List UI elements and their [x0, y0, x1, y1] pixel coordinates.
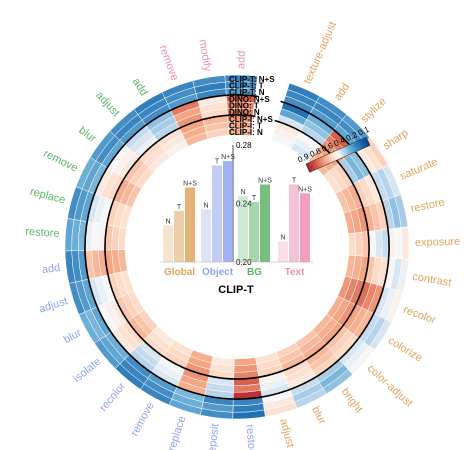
category-label: remove — [41, 148, 79, 175]
colorbar-tick: 0.8 — [309, 146, 323, 159]
heatmap-cell — [347, 232, 356, 256]
bar-series-label: N+S — [298, 186, 312, 193]
bar-ytick: 0.24 — [236, 200, 252, 209]
category-label: exposure — [415, 236, 461, 249]
bar — [185, 187, 195, 262]
category-label: restore — [410, 196, 446, 215]
category-label: isolate — [71, 356, 103, 385]
bar-series-label: N — [203, 202, 208, 209]
colorbar-tick: 0.4 — [333, 135, 347, 148]
heatmap-cell — [228, 128, 252, 137]
bar-series-label: N — [240, 189, 245, 196]
category-label: modify — [196, 38, 213, 72]
ring-label: DINO: N+S — [229, 95, 270, 104]
category-label: blur — [62, 327, 84, 346]
category-label: blur — [76, 124, 98, 145]
heatmap-cell — [354, 231, 363, 257]
bar — [201, 209, 211, 262]
bar-group-label: Global — [164, 267, 195, 278]
bar-group-label: BG — [247, 267, 262, 278]
bar — [260, 184, 270, 262]
bar — [278, 241, 288, 262]
bar-chart-title: CLIP-T — [218, 284, 254, 296]
category-label: texture-adjust — [302, 20, 339, 86]
ring-label: CLIP-I: N+S — [229, 115, 273, 124]
category-label: add — [130, 76, 150, 98]
heatmap-cell — [118, 226, 127, 250]
bar — [223, 161, 233, 262]
category-label: adjust — [93, 89, 122, 119]
clip-t-bar-chart: 0.280.240.20NTN+SGlobalNTN+SObjectNTN+SB… — [160, 141, 313, 296]
heatmap-cell — [233, 357, 257, 366]
ring-label: CLIP-T: N — [229, 88, 265, 97]
category-label: add — [332, 81, 352, 103]
ring-label: CLIP-T: T — [229, 82, 264, 91]
category-label: replace — [166, 415, 188, 450]
bar — [174, 210, 184, 262]
bar-series-label: N+S — [183, 180, 197, 187]
bar-series-label: T — [215, 158, 220, 165]
category-label: replace — [29, 186, 67, 207]
metric-separator-arc — [84, 94, 390, 400]
category-label: recolor — [97, 380, 128, 414]
bar-series-label: T — [252, 195, 257, 202]
bar-series-label: T — [177, 204, 182, 211]
colorbar-tick: 0.1 — [357, 125, 371, 138]
category-label: color-adjust — [365, 362, 415, 409]
colorbar-tick: 0.2 — [345, 130, 359, 143]
bar-series-label: T — [292, 177, 297, 184]
bar — [300, 193, 310, 262]
bar-group-label: Text — [285, 267, 305, 278]
bar-series-label: N — [280, 235, 285, 242]
category-label: sharp — [381, 127, 411, 152]
bar-series-label: N+S — [221, 154, 235, 161]
colorbar-tick: 0.9 — [296, 151, 310, 164]
category-label: contrast — [412, 271, 453, 289]
category-label: restore — [25, 226, 60, 240]
colorbar-rect — [305, 136, 371, 173]
category-label: saturate — [398, 156, 439, 183]
bar — [163, 225, 173, 262]
metric-separators — [84, 94, 390, 400]
ring-label: CLIP-I: N — [229, 128, 263, 137]
bar-ytick: 0.20 — [236, 258, 252, 267]
colorbar-body: 0.90.80.60.40.20.1 — [296, 125, 371, 173]
colorbar: 0.90.80.60.40.20.1 — [296, 125, 371, 173]
category-label: stylize — [359, 95, 389, 125]
category-label: colorize — [386, 335, 425, 365]
category-label: add — [235, 51, 247, 70]
bar-ytick: 0.28 — [236, 141, 252, 150]
category-label: restore — [244, 424, 258, 450]
ring-label: CLIP-I: T — [229, 122, 262, 131]
category-label: adjust — [277, 417, 296, 448]
category-label: bright — [339, 386, 365, 415]
bar — [249, 202, 259, 262]
bar — [238, 196, 248, 262]
ring-label: DINO: N — [229, 108, 260, 117]
bar-series-label: N+S — [258, 177, 272, 184]
category-label: reposit — [206, 423, 222, 450]
bar — [289, 184, 299, 262]
bar — [212, 165, 222, 262]
bar-group-label: Object — [202, 267, 234, 278]
ring-label: CLIP-T: N+S — [229, 75, 275, 84]
ring-label: DINO: T — [229, 102, 259, 111]
category-label: adjust — [38, 295, 70, 315]
category-label: remove — [129, 400, 157, 438]
category-label: add — [41, 262, 61, 276]
colorbar-tick: 0.6 — [321, 141, 335, 154]
bar-series-label: N — [165, 218, 170, 225]
category-label: remove — [157, 44, 181, 83]
category-label: blur — [309, 405, 328, 427]
metric-separator-arc — [104, 114, 370, 380]
category-label: recolor — [402, 304, 438, 327]
